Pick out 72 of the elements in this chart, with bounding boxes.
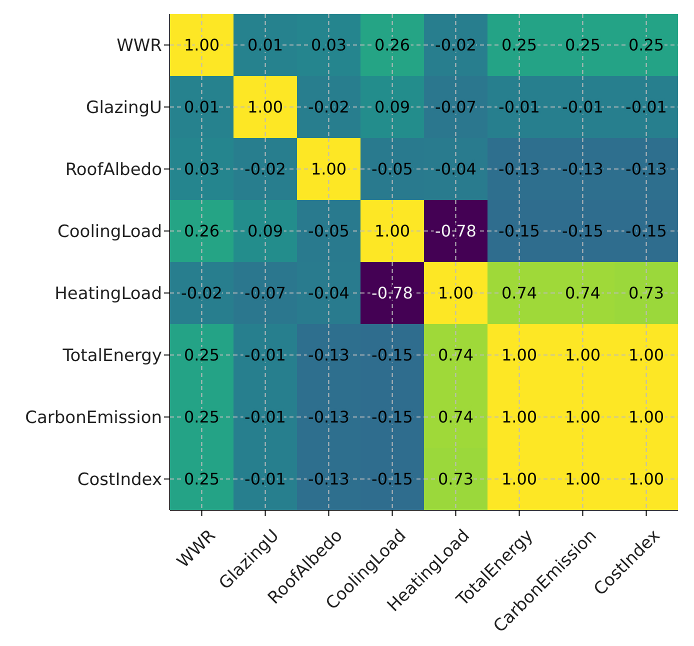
data-label: 0.74 bbox=[438, 346, 474, 364]
data-label: 0.01 bbox=[184, 98, 220, 116]
data-label: 0.73 bbox=[438, 470, 474, 488]
data-label: 1.00 bbox=[564, 470, 601, 488]
data-label: 0.03 bbox=[310, 36, 347, 54]
data-label: -0.02 bbox=[308, 98, 350, 116]
data-label: 0.73 bbox=[628, 284, 664, 302]
data-label: -0.15 bbox=[372, 346, 413, 364]
y-tick-label: CoolingLoad bbox=[58, 222, 162, 242]
data-label: -0.78 bbox=[435, 222, 476, 240]
data-label: -0.15 bbox=[372, 408, 413, 426]
data-label: -0.01 bbox=[244, 470, 286, 488]
data-label: 0.25 bbox=[184, 346, 220, 364]
data-label: 0.09 bbox=[247, 222, 284, 240]
y-tick-label: HeatingLoad bbox=[54, 284, 162, 304]
data-label: -0.04 bbox=[435, 160, 476, 178]
y-tick-label: TotalEnergy bbox=[62, 346, 162, 366]
data-label: 0.25 bbox=[564, 36, 601, 54]
data-label: -0.01 bbox=[498, 98, 540, 116]
data-label: -0.13 bbox=[308, 408, 350, 426]
y-tick-label: WWR bbox=[116, 36, 162, 56]
data-label: 1.00 bbox=[184, 36, 220, 54]
data-label: -0.02 bbox=[435, 36, 476, 54]
y-tick-label: CostIndex bbox=[77, 470, 162, 490]
data-label: -0.13 bbox=[308, 346, 350, 364]
data-label: 0.74 bbox=[438, 408, 474, 426]
data-label: 1.00 bbox=[564, 346, 601, 364]
data-label: 0.74 bbox=[564, 284, 601, 302]
data-label: -0.01 bbox=[562, 98, 604, 116]
data-label: -0.15 bbox=[562, 222, 604, 240]
data-label: -0.02 bbox=[244, 160, 286, 178]
data-label: 1.00 bbox=[501, 470, 538, 488]
data-label: 1.00 bbox=[501, 408, 538, 426]
data-label: 1.00 bbox=[247, 98, 284, 116]
y-tick-label: RoofAlbedo bbox=[65, 160, 162, 180]
y-tick-label: CarbonEmission bbox=[25, 408, 162, 428]
data-label: 1.00 bbox=[374, 222, 410, 240]
y-tick-label: GlazingU bbox=[86, 98, 162, 118]
data-label: 1.00 bbox=[628, 470, 664, 488]
data-label: 1.00 bbox=[310, 160, 347, 178]
data-label: 0.25 bbox=[501, 36, 538, 54]
data-label: 0.25 bbox=[184, 408, 220, 426]
data-label: -0.15 bbox=[498, 222, 540, 240]
data-label: -0.13 bbox=[562, 160, 604, 178]
data-label: 1.00 bbox=[628, 346, 664, 364]
data-label: -0.05 bbox=[308, 222, 350, 240]
data-label: 0.26 bbox=[374, 36, 410, 54]
data-label: 1.00 bbox=[628, 408, 664, 426]
data-label: 1.00 bbox=[438, 284, 474, 302]
data-label: 0.09 bbox=[374, 98, 410, 116]
data-label: 0.25 bbox=[184, 470, 220, 488]
data-label: -0.13 bbox=[308, 470, 350, 488]
data-label: 0.26 bbox=[184, 222, 220, 240]
data-label: 0.74 bbox=[501, 284, 538, 302]
data-label: -0.04 bbox=[308, 284, 350, 302]
data-label: -0.15 bbox=[626, 222, 667, 240]
data-label: -0.07 bbox=[435, 98, 476, 116]
data-label: -0.02 bbox=[181, 284, 222, 302]
data-label: 1.00 bbox=[501, 346, 538, 364]
data-label: -0.01 bbox=[626, 98, 667, 116]
data-label: -0.13 bbox=[626, 160, 667, 178]
data-label: 1.00 bbox=[564, 408, 601, 426]
data-label: -0.01 bbox=[244, 346, 286, 364]
data-label: -0.05 bbox=[372, 160, 413, 178]
data-label: -0.15 bbox=[372, 470, 413, 488]
data-label: -0.78 bbox=[372, 284, 413, 302]
data-label: 0.01 bbox=[247, 36, 284, 54]
data-label: -0.13 bbox=[498, 160, 540, 178]
data-label: -0.01 bbox=[244, 408, 286, 426]
data-label: 0.03 bbox=[184, 160, 220, 178]
data-label: -0.07 bbox=[244, 284, 286, 302]
data-label: 0.25 bbox=[628, 36, 664, 54]
